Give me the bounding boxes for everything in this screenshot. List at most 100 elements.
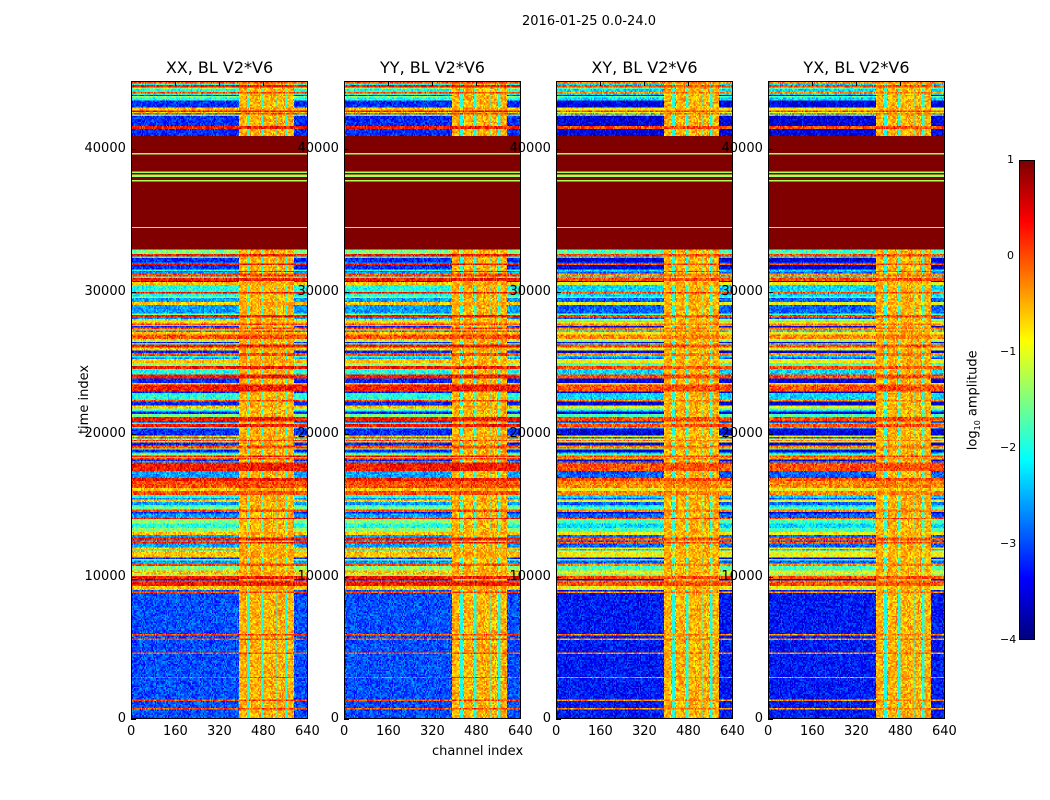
y-tick-mark bbox=[556, 149, 561, 151]
y-tick-mark bbox=[556, 291, 561, 293]
y-tick-mark bbox=[556, 719, 561, 720]
colorbar-tick-label: −2 bbox=[1000, 441, 1017, 454]
x-tick-mark bbox=[307, 81, 308, 86]
y-tick-label: 0 bbox=[117, 711, 126, 726]
colorbar-label: log10 amplitude bbox=[965, 350, 983, 451]
x-tick-label: 640 bbox=[720, 724, 745, 739]
y-tick-mark bbox=[131, 576, 136, 578]
y-tick-mark bbox=[768, 291, 773, 293]
y-tick-mark bbox=[768, 719, 773, 720]
x-tick-mark bbox=[219, 81, 220, 86]
x-tick-label: 160 bbox=[376, 724, 401, 739]
x-tick-mark bbox=[556, 81, 557, 86]
x-tick-mark bbox=[944, 81, 945, 86]
x-tick-label: 160 bbox=[800, 724, 825, 739]
colorbar bbox=[1019, 160, 1035, 640]
y-axis-label: time index bbox=[77, 364, 93, 435]
y-tick-label: 30000 bbox=[297, 283, 339, 299]
heatmap-image-xx bbox=[132, 82, 307, 718]
x-tick-mark bbox=[732, 81, 733, 86]
y-tick-mark bbox=[768, 149, 773, 151]
x-tick-label: 0 bbox=[340, 724, 349, 739]
y-tick-mark bbox=[556, 576, 561, 578]
y-tick-label: 30000 bbox=[84, 283, 126, 299]
x-tick-label: 640 bbox=[295, 724, 320, 739]
y-tick-mark bbox=[768, 434, 773, 436]
x-axis-label: channel index bbox=[432, 744, 524, 759]
panel-title-xy: XY, BL V2*V6 bbox=[591, 58, 698, 77]
y-tick-mark bbox=[131, 719, 136, 720]
x-tick-mark bbox=[812, 81, 813, 86]
y-tick-label: 40000 bbox=[84, 141, 126, 157]
y-tick-mark bbox=[131, 149, 136, 151]
y-tick-label: 10000 bbox=[84, 568, 126, 584]
x-tick-label: 320 bbox=[420, 724, 445, 739]
x-tick-mark bbox=[688, 81, 689, 86]
heatmap-panel-yy bbox=[344, 81, 521, 719]
x-tick-label: 160 bbox=[588, 724, 613, 739]
y-tick-label: 30000 bbox=[721, 283, 763, 299]
y-tick-label: 0 bbox=[330, 711, 339, 726]
y-tick-mark bbox=[344, 434, 349, 436]
y-tick-label: 40000 bbox=[721, 141, 763, 157]
x-tick-mark bbox=[388, 81, 389, 86]
x-tick-mark bbox=[600, 81, 601, 86]
colorbar-tick-label: −1 bbox=[1000, 345, 1017, 358]
heatmap-panel-yx bbox=[768, 81, 945, 719]
x-tick-label: 320 bbox=[207, 724, 232, 739]
x-tick-mark bbox=[344, 81, 345, 86]
y-tick-mark bbox=[344, 576, 349, 578]
x-tick-mark bbox=[432, 81, 433, 86]
y-tick-label: 40000 bbox=[509, 141, 551, 157]
x-tick-label: 320 bbox=[844, 724, 869, 739]
x-tick-mark bbox=[476, 81, 477, 86]
y-tick-mark bbox=[344, 719, 349, 720]
heatmap-image-yy bbox=[345, 82, 520, 718]
y-tick-mark bbox=[556, 434, 561, 436]
y-tick-label: 20000 bbox=[297, 426, 339, 442]
x-tick-mark bbox=[175, 81, 176, 86]
y-tick-mark bbox=[131, 434, 136, 436]
x-tick-label: 0 bbox=[552, 724, 561, 739]
panel-title-yx: YX, BL V2*V6 bbox=[803, 58, 910, 77]
x-tick-label: 480 bbox=[464, 724, 489, 739]
figure-title: 2016-01-25 0.0-24.0 bbox=[522, 14, 656, 29]
colorbar-tick-label: −3 bbox=[1000, 537, 1017, 550]
colorbar-tick-label: 1 bbox=[1007, 153, 1014, 166]
y-tick-mark bbox=[768, 576, 773, 578]
y-tick-label: 0 bbox=[754, 711, 763, 726]
y-tick-label: 20000 bbox=[509, 426, 551, 442]
y-tick-label: 40000 bbox=[297, 141, 339, 157]
y-tick-label: 10000 bbox=[721, 568, 763, 584]
y-tick-label: 10000 bbox=[509, 568, 551, 584]
y-tick-label: 0 bbox=[542, 711, 551, 726]
x-tick-label: 480 bbox=[888, 724, 913, 739]
x-tick-label: 640 bbox=[932, 724, 957, 739]
panel-title-yy: YY, BL V2*V6 bbox=[380, 58, 485, 77]
heatmap-panel-xy bbox=[556, 81, 733, 719]
y-tick-label: 30000 bbox=[509, 283, 551, 299]
panel-title-xx: XX, BL V2*V6 bbox=[165, 58, 274, 77]
x-tick-label: 480 bbox=[676, 724, 701, 739]
y-tick-label: 20000 bbox=[721, 426, 763, 442]
x-tick-label: 160 bbox=[163, 724, 188, 739]
y-tick-label: 10000 bbox=[297, 568, 339, 584]
x-tick-label: 0 bbox=[764, 724, 773, 739]
x-tick-label: 640 bbox=[508, 724, 533, 739]
y-tick-mark bbox=[344, 291, 349, 293]
colorbar-tick-label: 0 bbox=[1007, 249, 1014, 262]
heatmap-panel-xx bbox=[131, 81, 308, 719]
x-tick-label: 480 bbox=[251, 724, 276, 739]
heatmap-image-xy bbox=[557, 82, 732, 718]
x-tick-mark bbox=[856, 81, 857, 86]
y-tick-mark bbox=[131, 291, 136, 293]
x-tick-mark bbox=[263, 81, 264, 86]
x-tick-mark bbox=[900, 81, 901, 86]
x-tick-label: 320 bbox=[632, 724, 657, 739]
x-tick-mark bbox=[131, 81, 132, 86]
y-tick-mark bbox=[344, 149, 349, 151]
x-tick-mark bbox=[768, 81, 769, 86]
heatmap-image-yx bbox=[769, 82, 944, 718]
x-tick-mark bbox=[520, 81, 521, 86]
